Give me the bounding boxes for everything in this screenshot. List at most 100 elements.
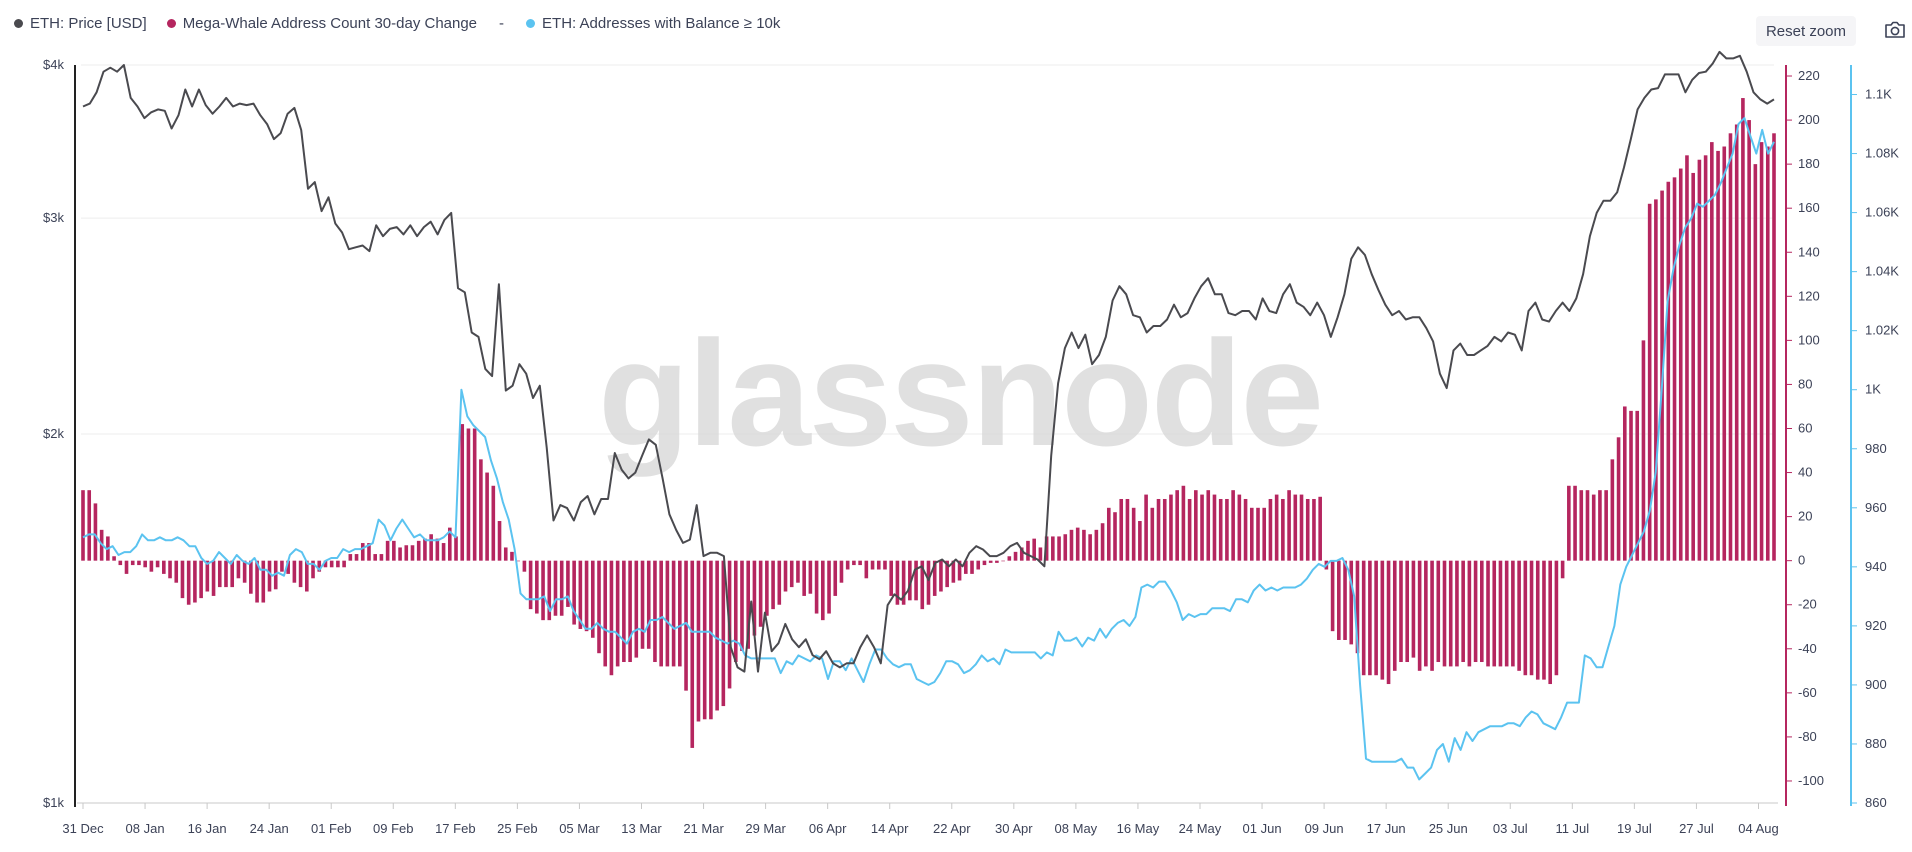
whale-bar [261,560,266,603]
whale-bar [1455,560,1459,667]
whale-bar [1218,498,1223,561]
whale-bar [1635,410,1640,561]
whale-bar [721,560,726,707]
whale-bar [1256,507,1260,561]
whale-bar [112,556,116,561]
whale-bar [224,560,228,588]
whale-bar [901,560,906,605]
whale-bar [460,424,465,561]
legend-item-whale[interactable]: Mega-Whale Address Count 30-day Change [166,15,477,32]
whale-bar [547,560,552,621]
x-tick-label: 17 Feb [435,821,475,836]
x-tick-label: 01 Jun [1243,821,1282,836]
whale-bar [1281,498,1285,561]
whale-bar [1106,507,1111,561]
whale-bar [1622,406,1627,561]
whale-bar [1535,560,1540,680]
whale-bar [149,560,154,572]
whale-bar [398,547,402,561]
whale-bar [646,560,651,649]
x-tick-label: 13 Mar [621,821,662,836]
whale-bar [1237,494,1242,561]
y-addr-tick-label: 1.02K [1865,323,1899,338]
whale-bar [833,560,838,596]
whale-bar [789,560,794,588]
y-bars-tick-label: 100 [1798,332,1820,347]
legend-item-addresses[interactable]: ETH: Addresses with Balance ≥ 10k [526,15,780,32]
y-addr-tick-label: 1.04K [1865,264,1899,279]
whale-bar [1685,155,1689,561]
whale-bar [1013,551,1018,561]
whale-bar [1026,540,1030,561]
whale-bar [1231,490,1235,561]
legend-label-price: ETH: Price [USD] [30,14,147,32]
whale-bar [1144,494,1148,561]
whale-bar [193,560,197,603]
whale-bar [1181,485,1186,561]
whale-bar [217,560,222,588]
y-addr-tick-label: 980 [1865,441,1887,456]
whale-bar [963,560,968,574]
whale-bar [870,560,875,570]
whale-bar [1616,437,1621,561]
whale-bar [1716,150,1720,561]
whale-bar [1187,498,1192,561]
y-bars-tick-label: 140 [1798,244,1820,259]
whale-bar [1722,146,1727,561]
y-bars-tick-label: -80 [1798,729,1817,744]
whale-bar [1225,498,1229,561]
whale-bar [852,560,856,566]
whale-bar [118,560,123,566]
whale-bar [1610,459,1615,561]
x-tick-label: 06 Apr [809,821,847,836]
y-bars-tick-label: 200 [1798,112,1820,127]
x-tick-label: 08 May [1055,821,1098,836]
whale-bar [81,490,85,561]
x-tick-label: 21 Mar [683,821,724,836]
whale-bar [298,560,303,588]
x-tick-label: 16 Jan [188,821,227,836]
whale-bar [466,428,471,561]
whale-bar [696,560,701,722]
whale-bar [1430,560,1434,671]
whale-bar [1243,498,1248,561]
whale-bar [1672,177,1677,561]
whale-bar [1467,560,1472,667]
whale-bar [1392,560,1397,671]
whale-bar [255,560,259,603]
whale-bar [162,560,166,574]
whale-bar [746,560,751,649]
whale-bar [1567,485,1571,561]
whale-bar [124,560,129,574]
whale-bar [1604,490,1608,561]
whale-bar [678,560,682,667]
reset-zoom-button[interactable]: Reset zoom [1756,16,1856,46]
x-tick-label: 01 Feb [311,821,351,836]
whale-bar [970,560,974,574]
whale-bar [827,560,831,614]
y-bars-tick-label: 80 [1798,376,1812,391]
whale-bar [1063,534,1068,561]
x-tick-label: 09 Feb [373,821,413,836]
y-bars-tick-label: -20 [1798,597,1817,612]
whale-bar [771,560,775,610]
x-tick-label: 14 Apr [871,821,909,836]
whale-bar [236,560,241,579]
whale-bar [1554,560,1559,676]
legend-item-price[interactable]: ETH: Price [USD] [14,15,147,32]
whale-bar [1268,498,1273,561]
whale-bar [1486,560,1490,667]
legend-dot-whale [166,18,176,28]
y-addr-tick-label: 880 [1865,736,1887,751]
camera-icon[interactable] [1884,21,1906,39]
whale-bar [1703,155,1708,561]
whale-bar [1343,560,1347,640]
whale-bar [715,560,719,711]
whale-bar [1741,98,1745,561]
y-bars-tick-label: 60 [1798,420,1812,435]
whale-bar [1747,120,1751,561]
whale-bar [1194,490,1198,561]
whale-bar [454,536,458,561]
whale-bar [1753,164,1758,561]
